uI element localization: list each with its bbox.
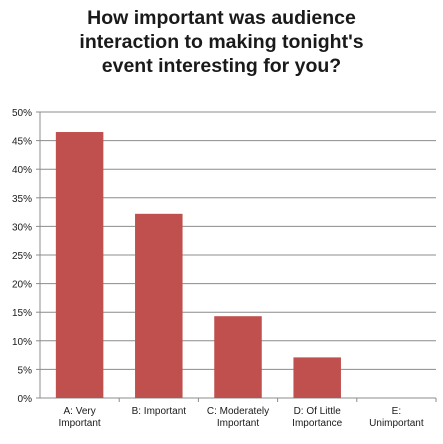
chart-title: How important was audience interaction t… [0,6,443,78]
y-tick-label: 10% [12,337,32,348]
y-tick-label: 25% [12,251,32,262]
x-tick-label: A: Very [63,406,95,417]
x-tick-label: B: Important [132,406,187,417]
y-tick-label: 50% [12,108,32,119]
y-tick-label: 5% [18,365,33,376]
x-tick-label: E: [392,406,401,417]
bar [55,132,104,398]
y-tick-label: 40% [12,165,32,176]
chart-title-line-2: interaction to making tonight's [79,31,364,53]
chart-title-line-3: event interesting for you? [101,55,342,77]
y-tick-label: 35% [12,194,32,205]
y-tick-label: 15% [12,308,32,319]
x-tick-label: C: Moderately [207,406,269,417]
x-tick-label: D: Of Little [294,406,342,417]
bar [135,213,183,398]
y-tick-label: 45% [12,137,32,148]
bar [293,357,341,398]
y-tick-label: 0% [18,394,33,405]
bar [214,316,262,398]
y-tick-label: 30% [12,222,32,233]
x-tick-label: Importance [292,418,342,429]
x-tick-label: Unimportant [369,418,424,429]
chart-title-line-1: How important was audience [87,7,356,29]
x-tick-label: Important [58,418,100,429]
y-tick-label: 20% [12,280,32,291]
x-tick-label: Important [217,418,259,429]
